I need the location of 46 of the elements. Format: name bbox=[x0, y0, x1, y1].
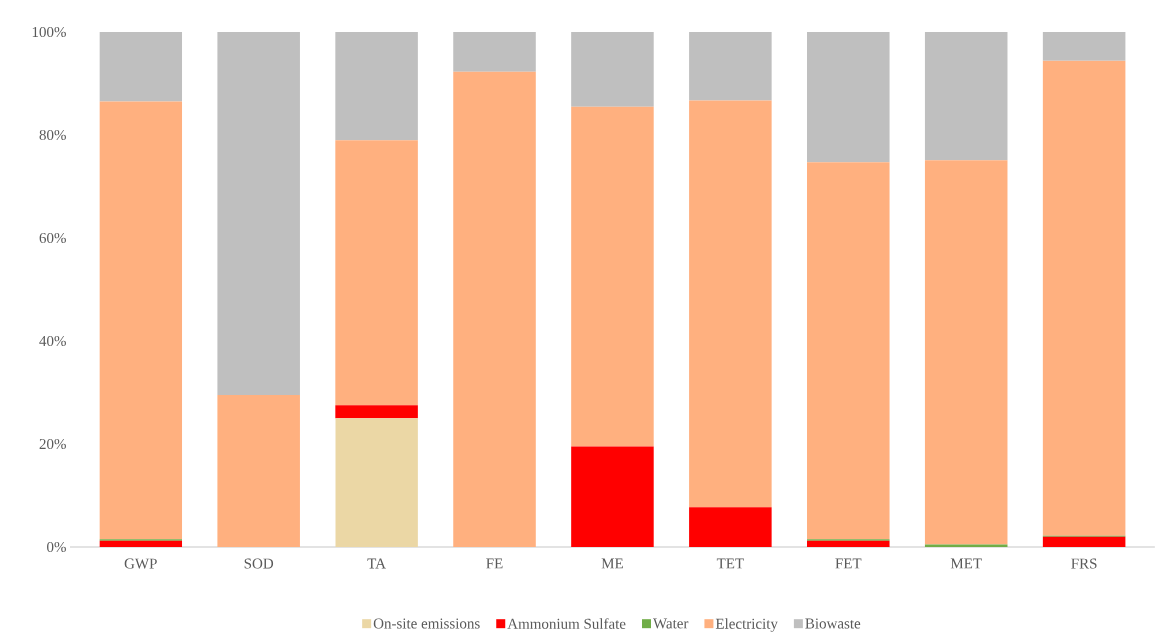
y-tick-label: 100% bbox=[32, 26, 66, 38]
bar bbox=[99, 101, 183, 540]
x-tick-label: FE bbox=[486, 558, 503, 569]
bar bbox=[924, 544, 1008, 547]
x-tick-label: MET bbox=[950, 558, 982, 569]
bar bbox=[807, 162, 890, 540]
x-tick-label: GWP bbox=[124, 558, 157, 569]
legend-label: Electricity bbox=[715, 618, 778, 632]
y-tick-label: 80% bbox=[39, 129, 66, 141]
legend-label: Water bbox=[653, 618, 689, 629]
x-tick-label: FET bbox=[835, 558, 862, 569]
bar bbox=[335, 405, 418, 419]
bar bbox=[1042, 536, 1126, 547]
bar bbox=[335, 418, 418, 547]
legend-label: Biowaste bbox=[805, 618, 861, 629]
x-tick-label: TET bbox=[716, 558, 744, 569]
bar bbox=[571, 446, 654, 547]
legend-label: Ammonium Sulfate bbox=[507, 618, 626, 629]
x-tick-label: SOD bbox=[244, 558, 274, 569]
bar bbox=[924, 160, 1008, 545]
bar bbox=[99, 31, 183, 102]
bar bbox=[571, 31, 654, 107]
bar bbox=[807, 540, 890, 547]
bar bbox=[335, 140, 418, 406]
legend-label: On-site emissions bbox=[373, 618, 480, 629]
bar bbox=[99, 540, 183, 547]
bar bbox=[571, 106, 654, 447]
bar bbox=[217, 395, 300, 547]
x-tick-label: TA bbox=[367, 558, 386, 569]
bar bbox=[689, 31, 772, 101]
y-tick-label: 0% bbox=[47, 541, 66, 553]
y-tick-label: 20% bbox=[39, 438, 66, 450]
bar bbox=[924, 31, 1008, 161]
bar bbox=[689, 507, 772, 547]
bar bbox=[1042, 31, 1126, 61]
bar bbox=[453, 71, 536, 547]
y-tick-label: 40% bbox=[39, 335, 66, 347]
x-tick-label: FRS bbox=[1071, 558, 1097, 569]
bar bbox=[1042, 60, 1126, 536]
y-tick-label: 60% bbox=[39, 232, 66, 244]
bar bbox=[807, 31, 890, 163]
x-tick-label: ME bbox=[601, 558, 623, 569]
bar bbox=[689, 100, 772, 508]
bar bbox=[335, 31, 418, 141]
bar bbox=[453, 31, 536, 72]
bar bbox=[217, 31, 300, 396]
